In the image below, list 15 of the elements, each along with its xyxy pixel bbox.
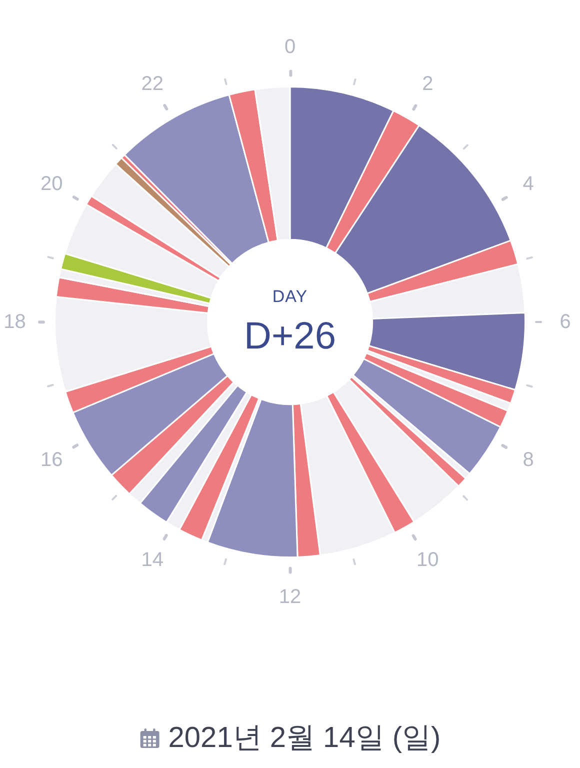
text: 20 (40, 173, 63, 196)
text: 10 (416, 549, 439, 572)
text: 14 (141, 549, 164, 572)
text: 0 (284, 36, 296, 58)
text: DAY (272, 287, 308, 307)
text: 22 (141, 72, 164, 95)
text: 8 (522, 448, 534, 471)
text: 4 (522, 173, 534, 196)
text: 12 (278, 586, 302, 608)
text: D+26 (244, 316, 336, 358)
text: 16 (40, 448, 63, 471)
text: 2 (422, 72, 434, 95)
text: 2021년 2월 14일 (일) (168, 721, 441, 756)
text: 18 (4, 311, 26, 333)
text: 6 (560, 311, 571, 333)
